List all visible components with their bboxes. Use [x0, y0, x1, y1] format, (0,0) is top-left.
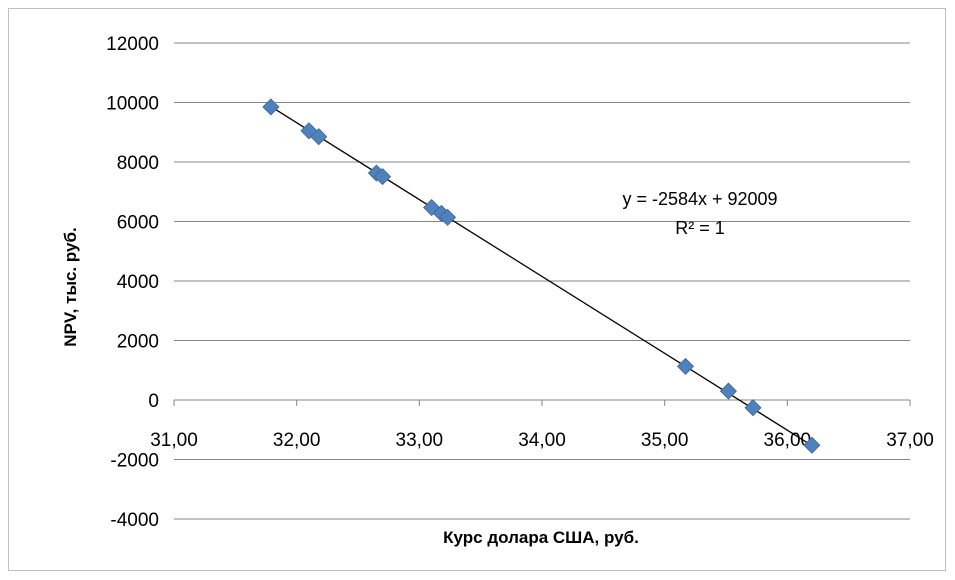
y-tick-label: 10000 [106, 94, 159, 115]
y-tick-label: 2000 [117, 332, 159, 353]
y-tick-label: -4000 [110, 510, 159, 531]
y-axis-title: NPV, тыс. руб. [61, 227, 80, 346]
x-tick-label: 36,00 [764, 430, 812, 451]
y-tick-label: 8000 [117, 153, 159, 174]
x-axis-title: Курс долара США, руб. [443, 528, 639, 547]
x-tick-label: 31,00 [150, 430, 198, 451]
data-points [262, 98, 821, 454]
y-axis-tick-labels: -4000 -2000 0 2000 4000 6000 8000 10000 12000 [106, 34, 159, 531]
data-point [719, 382, 738, 400]
x-tick-label: 34,00 [518, 430, 566, 451]
y-tick-label: 6000 [117, 213, 159, 234]
y-tick-label: 4000 [117, 272, 159, 293]
data-point [803, 436, 821, 454]
data-point [438, 208, 457, 226]
trendline-r-squared: R² = 1 [675, 218, 725, 238]
chart-frame: -4000 -2000 0 2000 4000 6000 8000 10000 12000 31… [8, 8, 946, 571]
x-axis-tick-labels: 31,00 32,00 33,00 34,00 35,00 36,00 37,00 [150, 430, 934, 451]
x-axis [173, 399, 911, 406]
x-tick-label: 32,00 [273, 430, 321, 451]
data-point [744, 399, 762, 417]
x-tick-label: 33,00 [396, 430, 444, 451]
data-point [262, 98, 280, 116]
trendline-equation: y = -2584x + 92009 [622, 189, 777, 209]
scatter-chart: -4000 -2000 0 2000 4000 6000 8000 10000 12000 31… [61, 34, 934, 547]
y-tick-label: 0 [148, 391, 159, 412]
data-point [373, 168, 392, 186]
x-tick-label: 37,00 [886, 430, 934, 451]
data-point [310, 128, 328, 146]
data-point [676, 357, 695, 375]
x-tick-label: 35,00 [641, 430, 689, 451]
y-tick-label: 12000 [106, 34, 159, 55]
y-tick-label: -2000 [110, 451, 159, 472]
